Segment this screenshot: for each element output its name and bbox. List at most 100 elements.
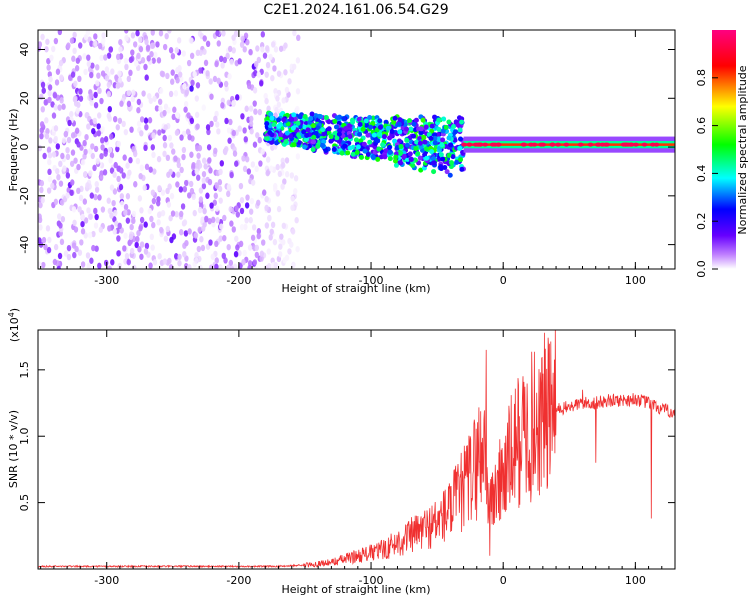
x-tick-label: -100 <box>359 574 384 587</box>
heat-cell <box>148 166 153 173</box>
heat-cell <box>114 220 119 227</box>
heat-cell <box>398 160 404 166</box>
heat-cell <box>126 100 132 108</box>
heat-cell <box>234 205 239 212</box>
heat-cell <box>326 119 332 125</box>
heat-cell <box>407 151 413 157</box>
heat-cell <box>207 157 212 164</box>
heat-cell <box>370 121 376 127</box>
heat-cell <box>436 117 442 123</box>
heat-cell <box>291 142 297 148</box>
heat-cell <box>194 257 199 265</box>
heat-cell <box>205 70 210 77</box>
heat-cell <box>189 117 195 125</box>
heat-cell <box>356 116 362 122</box>
heat-cell <box>93 101 99 109</box>
heat-cell <box>99 54 104 62</box>
heat-cell <box>323 115 329 121</box>
heat-cell <box>310 123 316 129</box>
heat-cell <box>248 120 254 127</box>
heat-cell <box>254 251 260 259</box>
colorbar-tick-label: 0.8 <box>695 69 708 87</box>
heat-cell <box>247 264 252 269</box>
heat-cell <box>217 179 223 186</box>
heat-cell <box>113 161 118 169</box>
heat-cell <box>448 142 454 148</box>
heat-cell <box>53 104 58 111</box>
heat-cell <box>404 142 410 148</box>
heat-cell <box>128 56 134 64</box>
heat-cell <box>143 63 148 71</box>
heat-cell <box>220 62 225 69</box>
heat-cell <box>321 131 327 137</box>
heat-cell <box>135 30 140 37</box>
heat-cell <box>411 121 417 127</box>
heat-cell <box>246 168 252 175</box>
heat-cell <box>168 264 174 269</box>
heat-cell <box>226 99 232 106</box>
heat-cell <box>264 71 269 78</box>
heat-cell <box>482 142 489 147</box>
heat-cell <box>65 146 70 154</box>
heat-cell <box>459 119 465 125</box>
heat-cell <box>290 195 295 202</box>
heat-cell <box>441 116 447 122</box>
heat-cell <box>268 234 273 241</box>
heat-cell <box>287 78 292 85</box>
heat-cell <box>241 155 246 162</box>
heat-cell <box>332 118 338 124</box>
heat-cell <box>93 207 98 215</box>
heat-cell <box>224 117 229 125</box>
heat-cell <box>577 142 584 147</box>
heat-cell <box>235 94 240 101</box>
heat-cell <box>157 98 163 105</box>
heat-cell <box>209 120 214 128</box>
heat-cell <box>139 253 144 260</box>
heat-cell <box>440 128 446 134</box>
heat-cell <box>176 37 182 44</box>
heat-cell <box>362 148 368 154</box>
heat-cell <box>649 142 656 147</box>
heat-cell <box>162 258 168 265</box>
snr-y-multiplier-exp: 4 <box>7 312 16 317</box>
heat-cell <box>138 225 143 232</box>
heat-cell <box>431 169 437 175</box>
y-tick-label: 1.0 <box>18 427 31 445</box>
heat-cell <box>93 91 98 99</box>
heat-cell <box>393 154 399 160</box>
heat-cell <box>83 232 88 239</box>
heat-cell <box>242 165 248 173</box>
heat-cell <box>357 131 363 137</box>
heat-cell <box>397 117 403 123</box>
heat-cell <box>46 64 51 71</box>
heat-cell <box>187 264 192 269</box>
heat-cell <box>54 79 60 86</box>
heat-cell <box>257 108 263 116</box>
heat-cell <box>82 139 87 147</box>
heat-cell <box>397 129 403 135</box>
heat-cell <box>231 100 236 107</box>
heat-cell <box>150 189 156 196</box>
heat-cell <box>461 142 468 147</box>
colorbar <box>712 30 736 269</box>
heat-cell <box>59 97 64 104</box>
heat-cell <box>243 223 248 231</box>
heat-cell <box>446 135 452 141</box>
heat-cell <box>284 130 290 136</box>
heat-cell <box>128 69 133 77</box>
heat-cell <box>455 122 461 128</box>
heat-cell <box>66 244 72 252</box>
heat-cell <box>214 60 219 68</box>
heat-cell <box>92 117 97 125</box>
heat-cell <box>107 146 113 154</box>
heat-cell <box>249 115 254 123</box>
heat-cell <box>252 100 257 107</box>
heat-cell <box>140 57 146 64</box>
heat-cell <box>123 232 128 239</box>
heat-cell <box>106 52 112 59</box>
heat-cell <box>264 97 269 105</box>
heat-cell <box>156 211 162 219</box>
heat-cell <box>176 171 181 178</box>
heat-cell <box>243 32 249 39</box>
heat-cell <box>178 186 184 193</box>
